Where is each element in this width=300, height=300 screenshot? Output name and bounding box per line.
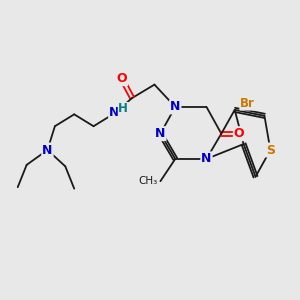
Text: N: N (170, 100, 181, 113)
Text: O: O (116, 72, 127, 85)
Text: N: N (201, 152, 212, 165)
Text: H: H (118, 103, 128, 116)
Text: N: N (109, 106, 119, 119)
Text: CH₃: CH₃ (138, 176, 158, 186)
Text: N: N (42, 143, 52, 157)
Text: S: S (266, 143, 275, 157)
Text: O: O (234, 127, 244, 140)
Text: Br: Br (240, 97, 255, 110)
Text: N: N (155, 127, 166, 140)
